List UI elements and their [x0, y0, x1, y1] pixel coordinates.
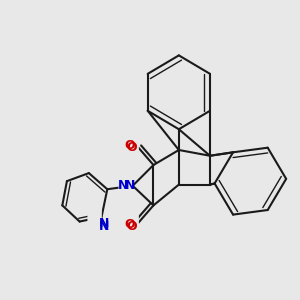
Text: O: O: [124, 139, 134, 152]
Text: O: O: [126, 141, 137, 154]
Text: O: O: [124, 218, 134, 232]
Text: N: N: [118, 179, 129, 192]
Text: N: N: [89, 210, 100, 224]
Text: N: N: [99, 217, 109, 230]
Text: N: N: [125, 179, 136, 192]
Text: O: O: [126, 216, 137, 230]
Text: N: N: [120, 179, 132, 193]
Text: O: O: [126, 141, 137, 155]
Text: N: N: [99, 220, 109, 233]
Text: O: O: [126, 220, 137, 233]
